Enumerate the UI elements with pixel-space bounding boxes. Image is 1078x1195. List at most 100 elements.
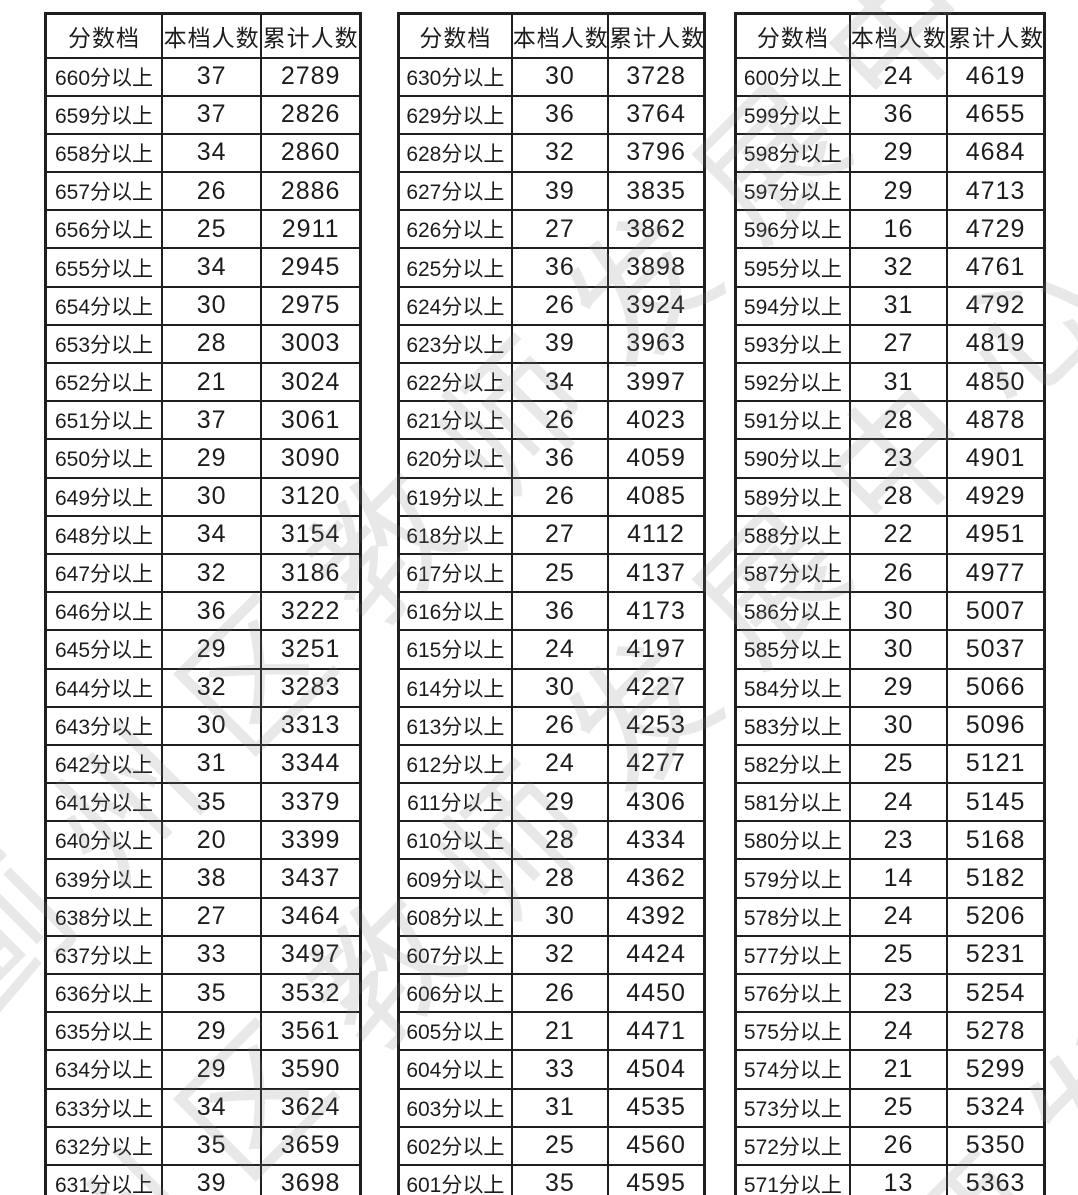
tier-count-cell: 24 (510, 743, 610, 785)
table-row: 609分以上 28 4362 (397, 858, 706, 899)
table-row: 650分以上 29 3090 (44, 438, 362, 479)
table-row: 647分以上 32 3186 (44, 552, 362, 594)
cumulative-count-cell: 3120 (260, 476, 362, 517)
score-tier-cell: 578分以上 (734, 896, 851, 937)
score-tier-cell: 618分以上 (397, 514, 513, 555)
score-tier-cell: 593分以上 (734, 323, 851, 365)
score-tier-cell: 592分以上 (734, 361, 851, 403)
tier-count-cell: 36 (510, 94, 610, 135)
score-table-600-571: 分数档 本档人数 累计人数 600分以上 24 4619 599分以上 36 4655 59… (734, 12, 1046, 1195)
table-row: 633分以上 34 3624 (44, 1087, 362, 1128)
score-tier-cell: 585分以上 (734, 629, 851, 670)
score-tier-cell: 658分以上 (44, 132, 164, 174)
score-tier-cell: 579分以上 (734, 858, 851, 899)
tier-count-cell: 31 (510, 1087, 610, 1128)
cumulative-count-cell: 5066 (946, 667, 1046, 708)
tier-count-cell: 37 (161, 56, 263, 97)
tier-count-cell: 28 (848, 400, 949, 441)
cumulative-count-cell: 4713 (946, 171, 1046, 212)
table-row: 651分以上 37 3061 (44, 400, 362, 441)
table-row: 649分以上 30 3120 (44, 476, 362, 517)
cumulative-count-cell: 3437 (260, 858, 362, 899)
cumulative-count-cell: 4504 (607, 1049, 706, 1090)
table-row: 640分以上 20 3399 (44, 820, 362, 861)
table-row: 581分以上 24 5145 (734, 782, 1046, 823)
tier-count-cell: 32 (510, 934, 610, 976)
cumulative-count-cell: 3222 (260, 591, 362, 632)
score-tier-cell: 584分以上 (734, 667, 851, 708)
score-tier-cell: 598分以上 (734, 132, 851, 174)
cumulative-count-cell: 5121 (946, 743, 1046, 785)
tier-count-cell: 30 (848, 705, 949, 746)
cumulative-count-cell: 3154 (260, 514, 362, 555)
table-row: 631分以上 39 3698 (44, 1163, 362, 1195)
column-header-cumulative-count: 累计人数 (946, 12, 1046, 59)
column-header-score-tier: 分数档 (397, 12, 513, 59)
tier-count-cell: 25 (510, 1125, 610, 1166)
score-tier-cell: 612分以上 (397, 743, 513, 785)
tier-count-cell: 30 (161, 476, 263, 517)
tier-count-cell: 36 (510, 438, 610, 479)
table-row: 632分以上 35 3659 (44, 1125, 362, 1166)
score-tier-cell: 629分以上 (397, 94, 513, 135)
table-row: 641分以上 35 3379 (44, 782, 362, 823)
tier-count-cell: 26 (510, 705, 610, 746)
score-tier-cell: 651分以上 (44, 400, 164, 441)
table-row: 637分以上 33 3497 (44, 934, 362, 976)
table-row: 591分以上 28 4878 (734, 400, 1046, 441)
column-header-tier-count: 本档人数 (510, 12, 610, 59)
cumulative-count-cell: 4277 (607, 743, 706, 785)
score-tier-cell: 591分以上 (734, 400, 851, 441)
score-tier-cell: 660分以上 (44, 56, 164, 97)
cumulative-count-cell: 4819 (946, 323, 1046, 365)
table-row: 653分以上 28 3003 (44, 323, 362, 365)
cumulative-count-cell: 3835 (607, 171, 706, 212)
table-row: 627分以上 39 3835 (397, 171, 706, 212)
table-row: 617分以上 25 4137 (397, 552, 706, 594)
score-table-630-601: 分数档 本档人数 累计人数 630分以上 30 3728 629分以上 36 3764 62… (397, 12, 706, 1195)
score-tier-cell: 634分以上 (44, 1049, 164, 1090)
cumulative-count-cell: 3728 (607, 56, 706, 97)
tier-count-cell: 37 (161, 94, 263, 135)
cumulative-count-cell: 4560 (607, 1125, 706, 1166)
cumulative-count-cell: 3624 (260, 1087, 362, 1128)
tier-count-cell: 30 (510, 667, 610, 708)
tier-count-cell: 28 (848, 476, 949, 517)
cumulative-count-cell: 3313 (260, 705, 362, 746)
score-tier-cell: 659分以上 (44, 94, 164, 135)
tier-count-cell: 36 (510, 591, 610, 632)
cumulative-count-cell: 3024 (260, 361, 362, 403)
score-tier-cell: 646分以上 (44, 591, 164, 632)
table-row: 589分以上 28 4929 (734, 476, 1046, 517)
cumulative-count-cell: 4392 (607, 896, 706, 937)
score-tier-cell: 574分以上 (734, 1049, 851, 1090)
cumulative-count-cell: 4619 (946, 56, 1046, 97)
score-tier-cell: 652分以上 (44, 361, 164, 403)
tier-count-cell: 25 (848, 1087, 949, 1128)
table-row: 625分以上 36 3898 (397, 247, 706, 288)
tier-count-cell: 21 (848, 1049, 949, 1090)
table-row: 573分以上 25 5324 (734, 1087, 1046, 1128)
score-tier-cell: 644分以上 (44, 667, 164, 708)
score-tier-cell: 615分以上 (397, 629, 513, 670)
tier-count-cell: 26 (848, 1125, 949, 1166)
cumulative-count-cell: 2860 (260, 132, 362, 174)
tier-count-cell: 31 (848, 285, 949, 326)
cumulative-count-cell: 3090 (260, 438, 362, 479)
cumulative-count-cell: 3924 (607, 285, 706, 326)
tier-count-cell: 39 (510, 171, 610, 212)
score-tier-cell: 656分以上 (44, 209, 164, 250)
cumulative-count-cell: 3464 (260, 896, 362, 937)
cumulative-count-cell: 4595 (607, 1163, 706, 1195)
tier-count-cell: 23 (848, 438, 949, 479)
tier-count-cell: 14 (848, 858, 949, 899)
score-tier-cell: 575分以上 (734, 1011, 851, 1052)
score-tier-cell: 594分以上 (734, 285, 851, 326)
cumulative-count-cell: 4450 (607, 972, 706, 1014)
table-row: 582分以上 25 5121 (734, 743, 1046, 785)
column-header-cumulative-count: 累计人数 (260, 12, 362, 59)
table-row: 613分以上 26 4253 (397, 705, 706, 746)
table-row: 592分以上 31 4850 (734, 361, 1046, 403)
cumulative-count-cell: 3061 (260, 400, 362, 441)
cumulative-count-cell: 3251 (260, 629, 362, 670)
